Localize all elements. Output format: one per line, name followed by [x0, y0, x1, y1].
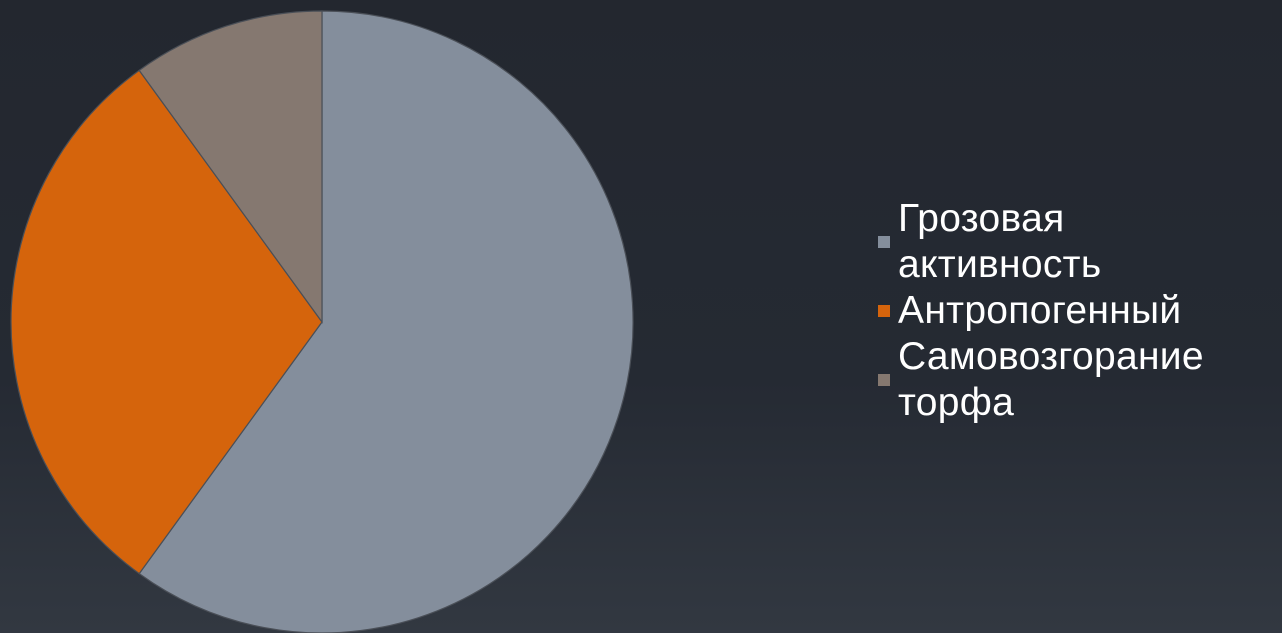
legend-label: Грозовая активность	[898, 197, 1102, 286]
pie-slice	[10, 69, 323, 575]
legend-swatch	[878, 236, 890, 248]
legend-item: Антропогенный	[878, 288, 1278, 334]
pie-slice	[138, 10, 323, 324]
pie-slice	[138, 10, 634, 633]
legend-swatch	[878, 374, 890, 386]
chart-area	[10, 10, 634, 633]
legend-label: Антропогенный	[898, 289, 1182, 332]
legend-swatch	[878, 305, 890, 317]
legend: Грозовая активность Антропогенный Самово…	[878, 196, 1278, 426]
legend-item: Грозовая активность	[878, 196, 1278, 288]
pie-chart	[10, 10, 634, 633]
legend-item: Самовозгорание торфа	[878, 334, 1278, 426]
legend-label: Самовозгорание торфа	[898, 335, 1204, 424]
